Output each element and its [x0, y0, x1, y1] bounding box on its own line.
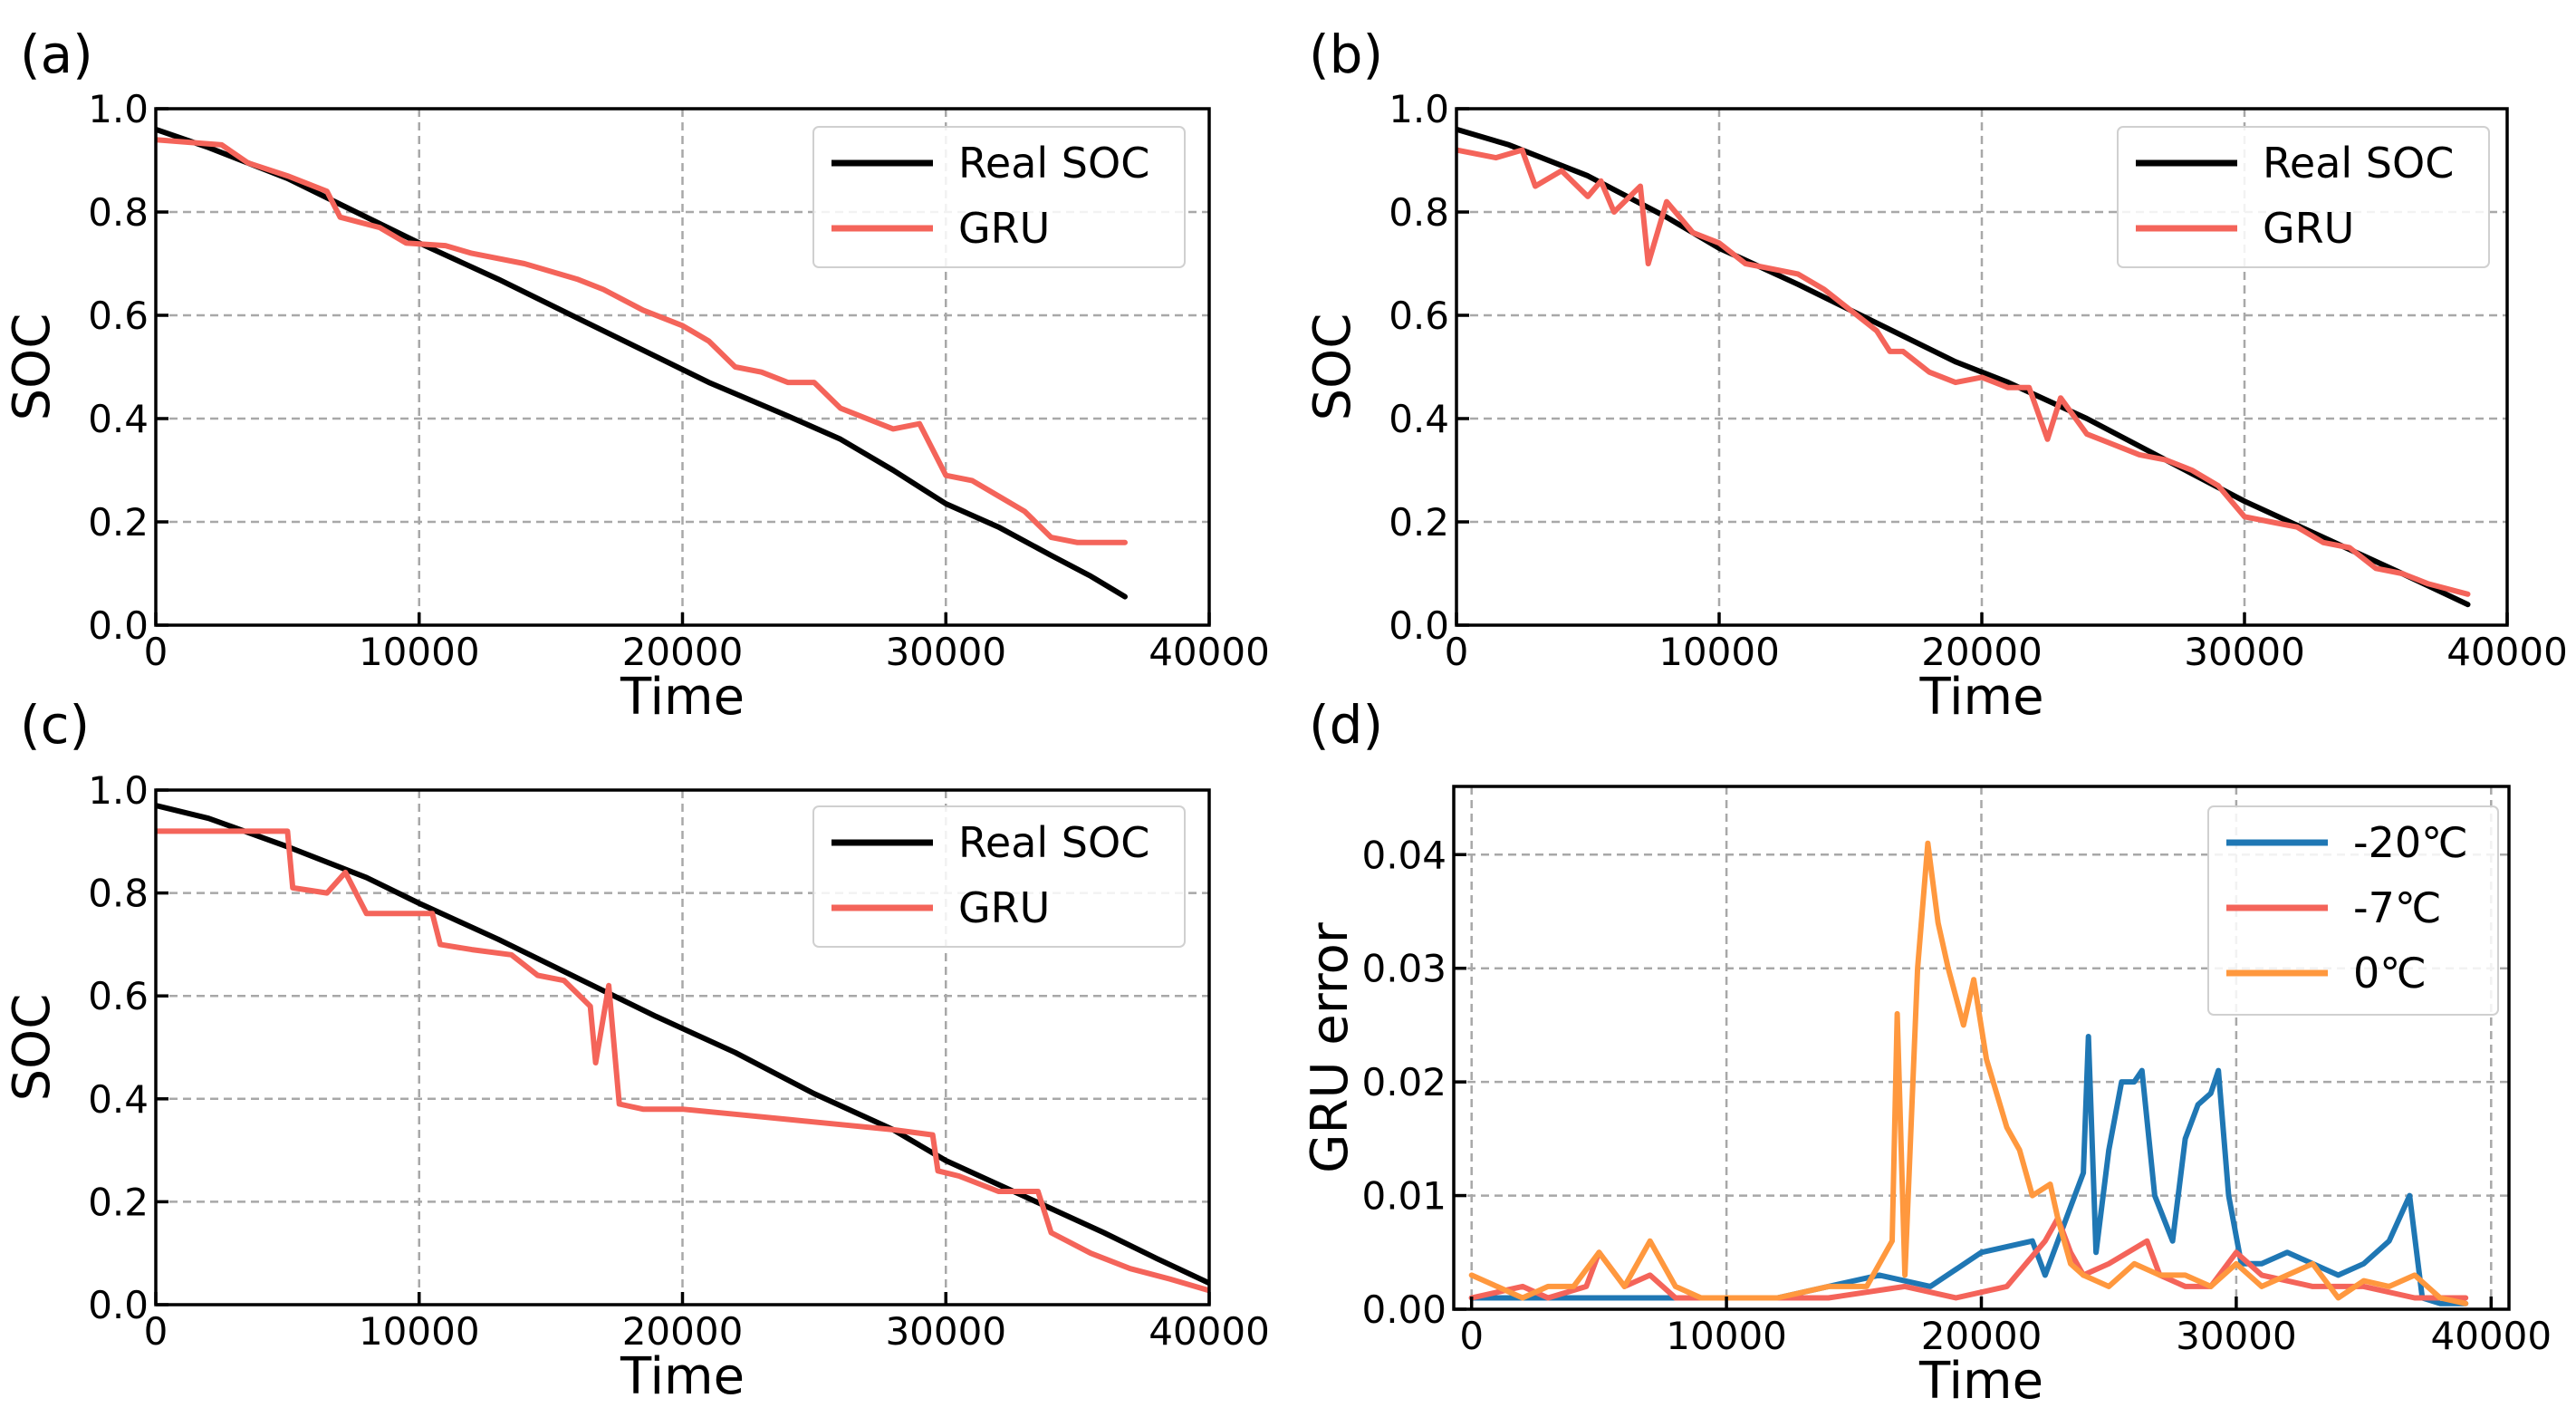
legend-label: Real SOC — [2263, 139, 2454, 188]
y-tick-label: 1.0 — [88, 768, 149, 813]
x-tick-label: 10000 — [359, 1309, 480, 1354]
x-tick-label: 40000 — [2446, 630, 2568, 674]
series-line-real-soc — [156, 803, 1209, 1287]
y-axis-label: GRU error — [1301, 921, 1360, 1173]
panel-label: (b) — [1309, 24, 1383, 85]
x-axis-label: Time — [620, 1347, 745, 1406]
legend-label: GRU — [958, 883, 1050, 932]
series-line-gru — [156, 828, 1209, 1294]
x-tick-label: 40000 — [1149, 630, 1270, 674]
x-tick-label: 10000 — [1658, 630, 1780, 674]
y-tick-label: 0.04 — [1361, 833, 1447, 877]
y-tick-label: 0.01 — [1361, 1174, 1447, 1219]
panel-label: (d) — [1309, 694, 1383, 756]
x-tick-label: 30000 — [2176, 1314, 2297, 1358]
panel-c: (c) 0 10000 20000 30000 40000 0.0 0.2 0.4 0.6 0.8 1… — [3, 694, 1270, 1406]
y-tick-label: 0.2 — [1389, 500, 1449, 545]
panel-b: (b) 0 10000 20000 30000 40000 0.0 0.2 0.4 0.6 0.8 1… — [1303, 24, 2568, 727]
x-tick-label: 20000 — [622, 1309, 744, 1354]
legend-label: -20℃ — [2353, 818, 2468, 867]
y-axis-label: SOC — [3, 994, 62, 1102]
y-tick-label: 0.4 — [88, 397, 149, 441]
y-tick-label: 0.8 — [88, 872, 149, 916]
series-line--20- — [1468, 1034, 2469, 1306]
x-axis-label: Time — [620, 668, 745, 727]
legend-label: 0℃ — [2353, 949, 2427, 998]
legend-label: GRU — [958, 204, 1050, 253]
series-line-gru — [156, 137, 1128, 545]
legend-label: GRU — [2263, 204, 2354, 253]
legend: -20℃ -7℃ 0℃ — [2207, 805, 2499, 1016]
legend: Real SOC GRU — [812, 805, 1186, 948]
y-tick-label: 0.8 — [1389, 190, 1449, 235]
y-tick-label: 0.0 — [1389, 603, 1449, 648]
x-tick-label: 10000 — [359, 630, 480, 674]
panel-label: (a) — [20, 24, 93, 85]
y-tick-label: 0.02 — [1361, 1060, 1447, 1104]
y-tick-label: 1.0 — [1389, 87, 1449, 131]
panel-a: (a) 0 10000 20000 30000 40000 0.0 0.2 0.4 0.6 0.8 1… — [3, 24, 1270, 727]
y-axis-label: SOC — [3, 313, 62, 421]
y-tick-label: 0.0 — [88, 1283, 149, 1327]
x-tick-label: 20000 — [1921, 630, 2043, 674]
y-tick-label: 0.6 — [88, 294, 149, 338]
y-tick-label: 0.4 — [1389, 397, 1449, 441]
y-tick-label: 0.6 — [88, 974, 149, 1018]
legend: Real SOC GRU — [812, 126, 1186, 268]
x-tick-label: 30000 — [885, 1309, 1006, 1354]
x-tick-label: 40000 — [1149, 1309, 1270, 1354]
series-line-real-soc — [156, 126, 1128, 600]
y-tick-label: 0.6 — [1389, 294, 1449, 338]
y-tick-label: 0.4 — [88, 1077, 149, 1122]
x-tick-label: 20000 — [622, 630, 744, 674]
y-tick-label: 0.00 — [1361, 1287, 1447, 1332]
x-tick-label: 10000 — [1666, 1314, 1787, 1358]
x-tick-label: 0 — [1445, 630, 1469, 674]
x-tick-label: 20000 — [1921, 1314, 2043, 1358]
series-line-gru — [1456, 147, 2471, 597]
legend-label: -7℃ — [2353, 883, 2442, 932]
legend-label: Real SOC — [958, 139, 1149, 188]
panel-label: (c) — [20, 694, 90, 756]
x-axis-label: Time — [1918, 1352, 2043, 1411]
y-tick-label: 0.2 — [88, 500, 149, 545]
y-tick-label: 0.8 — [88, 190, 149, 235]
y-tick-label: 0.0 — [88, 603, 149, 648]
legend-box — [2207, 805, 2499, 1016]
legend-label: Real SOC — [958, 818, 1149, 867]
y-tick-label: 0.2 — [88, 1180, 149, 1224]
x-tick-label: 0 — [144, 1309, 168, 1354]
x-tick-label: 0 — [1459, 1314, 1484, 1358]
x-tick-label: 0 — [144, 630, 168, 674]
y-tick-label: 1.0 — [88, 87, 149, 131]
panel-d: (d) 0 10000 20000 30000 40000 0.00 0.01 0.02 0.03… — [1301, 694, 2552, 1411]
x-axis-label: Time — [1918, 668, 2043, 727]
y-axis-label: SOC — [1303, 313, 1362, 421]
x-tick-label: 30000 — [885, 630, 1006, 674]
x-tick-label: 30000 — [2184, 630, 2305, 674]
x-tick-label: 40000 — [2430, 1314, 2552, 1358]
legend: Real SOC GRU — [2117, 126, 2490, 268]
series-line-0- — [1468, 840, 2469, 1306]
y-tick-label: 0.03 — [1361, 947, 1447, 991]
